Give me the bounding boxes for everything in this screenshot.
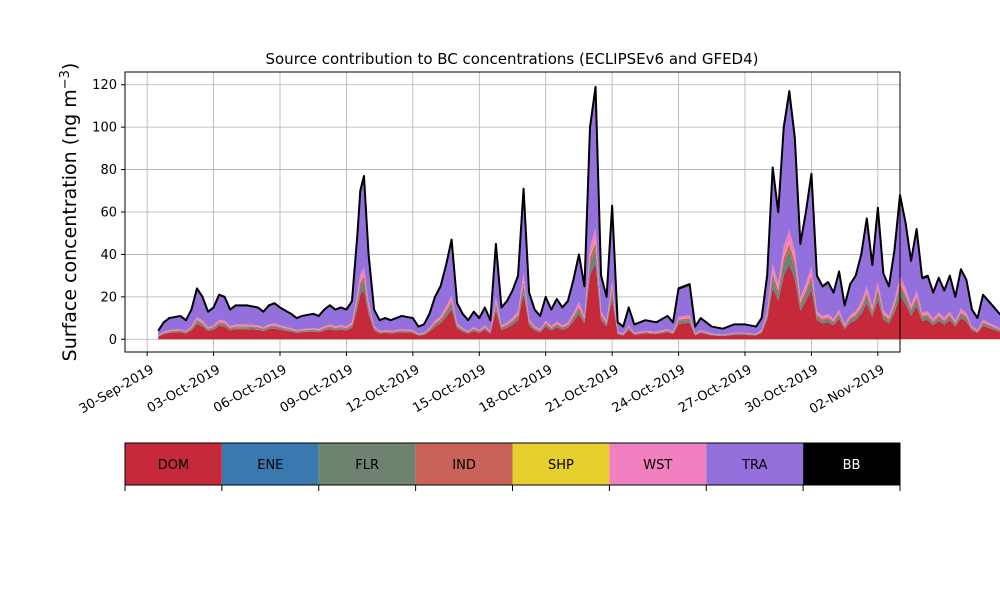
y-tick-label: 60 [100,206,117,221]
x-tick-label: 03-Oct-2019 [145,362,223,416]
legend: DOM ENE FLR IND SHP WST TRA BB [124,442,901,491]
area-dom [158,263,1000,340]
y-axis-label: Surface concentration (ng m−3) [58,63,81,362]
legend-label-ene: ENE [257,458,283,473]
x-tick-label: 09-Oct-2019 [278,362,356,416]
x-tick-label: 06-Oct-2019 [211,362,289,416]
legend-swatch-tra [706,443,804,485]
x-tick-label: 12-Oct-2019 [344,362,422,416]
y-tick-label: 20 [100,290,117,305]
legend-swatch-wst [609,443,707,485]
legend-swatch-bb [803,443,900,485]
legend-label-shp: SHP [548,458,574,473]
legend-label-tra: TRA [741,458,767,473]
x-tick-label: 27-Oct-2019 [676,362,754,416]
area-flr [158,249,1000,337]
legend-label-bb: BB [843,458,861,473]
stacked-areas [157,85,1000,340]
y-tick-label: 100 [92,121,117,136]
x-tick-label: 18-Oct-2019 [477,362,555,416]
area-wst [158,228,1000,336]
chart-title: Source contribution to BC concentrations… [265,50,758,68]
legend-label-wst: WST [643,458,672,473]
y-tick-label: 80 [100,163,117,178]
legend-label-ind: IND [452,458,476,473]
legend-label-dom: DOM [158,458,189,473]
legend-swatch-ind [415,443,513,485]
legend-swatch-flr [318,443,416,485]
y-tick-label: 120 [92,78,117,93]
area-tra [158,94,1000,336]
legend-swatch-dom [125,443,222,485]
legend-swatch-ene [221,443,319,485]
x-tick-label: 15-Oct-2019 [410,362,488,416]
area-ind [158,242,1000,337]
legend-swatch-shp [512,443,610,485]
total-line [157,85,1000,332]
x-tick-label: 02-Nov-2019 [807,362,887,417]
x-tick-label: 21-Oct-2019 [543,362,621,416]
legend-label-flr: FLR [355,458,379,473]
x-tick-label: 24-Oct-2019 [610,362,688,416]
x-tick-label: 30-Sep-2019 [77,362,157,417]
y-tick-label: 40 [100,248,117,263]
y-tick-label: 0 [109,333,117,348]
